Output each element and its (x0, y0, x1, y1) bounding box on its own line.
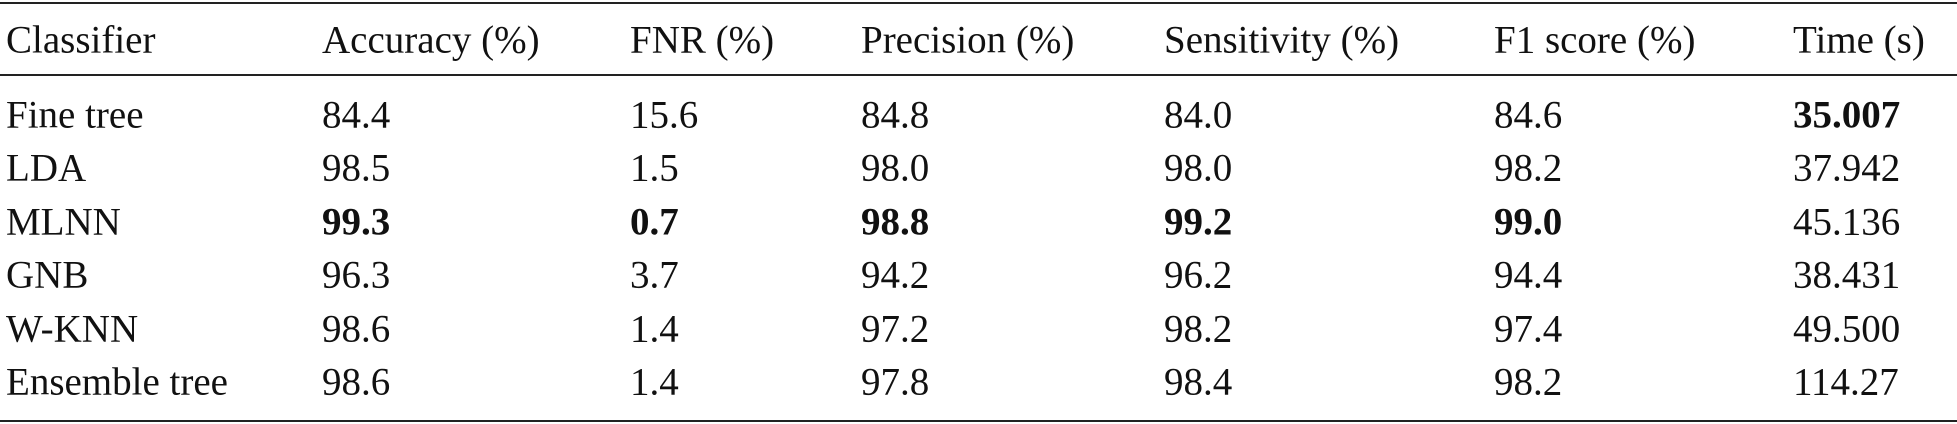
table-cell: 94.4 (1494, 253, 1563, 297)
table-cell: 98.2 (1164, 307, 1233, 351)
header-cell: Precision (%) (861, 18, 1075, 62)
table-cell: 1.4 (630, 307, 679, 351)
table-cell: 98.2 (1494, 146, 1563, 190)
top-rule (0, 2, 1957, 4)
table-cell: 1.5 (630, 146, 679, 190)
header-rule (0, 74, 1957, 76)
table-cell: 15.6 (630, 93, 699, 137)
table-cell: 1.4 (630, 360, 679, 404)
table-cell: 84.4 (322, 93, 391, 137)
table-cell: 97.4 (1494, 307, 1563, 351)
table-cell: 98.6 (322, 360, 391, 404)
header-cell: FNR (%) (630, 18, 775, 62)
table-cell: 97.2 (861, 307, 930, 351)
header-cell: Accuracy (%) (322, 18, 540, 62)
table-cell: 98.6 (322, 307, 391, 351)
table-cell: 45.136 (1793, 200, 1901, 244)
row-label: Fine tree (6, 93, 144, 137)
row-label: MLNN (6, 200, 121, 244)
header-cell: Sensitivity (%) (1164, 18, 1400, 62)
table-cell: 98.2 (1494, 360, 1563, 404)
row-label: LDA (6, 146, 87, 190)
row-label: W-KNN (6, 307, 139, 351)
row-label: GNB (6, 253, 89, 297)
bottom-rule (0, 420, 1957, 422)
table-cell: 94.2 (861, 253, 930, 297)
header-cell: Time (s) (1793, 18, 1925, 62)
header-cell: F1 score (%) (1494, 18, 1696, 62)
table-cell: 96.2 (1164, 253, 1233, 297)
table-cell: 3.7 (630, 253, 679, 297)
table-cell: 97.8 (861, 360, 930, 404)
table-cell: 35.007 (1793, 93, 1901, 137)
table-cell: 98.4 (1164, 360, 1233, 404)
row-label: Ensemble tree (6, 360, 228, 404)
table-cell: 99.3 (322, 200, 391, 244)
table-cell: 114.27 (1793, 360, 1899, 404)
table-cell: 84.8 (861, 93, 930, 137)
table-cell: 99.2 (1164, 200, 1233, 244)
table-cell: 0.7 (630, 200, 679, 244)
table-cell: 98.8 (861, 200, 930, 244)
table-cell: 38.431 (1793, 253, 1901, 297)
table-cell: 98.0 (861, 146, 930, 190)
table-cell: 37.942 (1793, 146, 1901, 190)
table-cell: 98.0 (1164, 146, 1233, 190)
table-cell: 98.5 (322, 146, 391, 190)
table-cell: 99.0 (1494, 200, 1563, 244)
table-cell: 96.3 (322, 253, 391, 297)
header-cell: Classifier (6, 18, 156, 62)
table-cell: 84.0 (1164, 93, 1233, 137)
table-cell: 49.500 (1793, 307, 1901, 351)
table-cell: 84.6 (1494, 93, 1563, 137)
